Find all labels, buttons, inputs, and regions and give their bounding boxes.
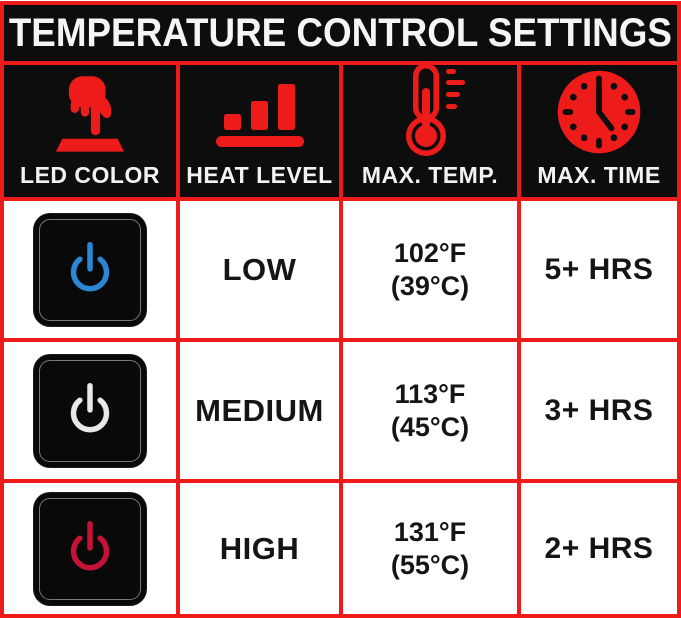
page-title: TEMPERATURE CONTROL SETTINGS (8, 10, 673, 55)
table-row-medium-time-cell: 3+ HRS (521, 342, 677, 479)
max-temp-fahrenheit: 113°F (394, 379, 466, 410)
table-row-medium-heat-cell: MEDIUM (180, 342, 339, 479)
header-label: MAX. TEMP. (361, 162, 499, 188)
table-row-high-led-cell (4, 483, 176, 614)
thermometer-icon (343, 60, 517, 160)
power-button-blue (34, 213, 146, 326)
table-row-low-temp-cell: 102°F (39°C) (343, 201, 517, 338)
power-button-white (34, 354, 146, 467)
heat-level-value: LOW (222, 251, 297, 287)
max-temp-fahrenheit: 102°F (393, 238, 467, 269)
table-row-high-heat-cell: HIGH (180, 483, 339, 614)
table-row-low-led-cell (4, 201, 176, 338)
header-heat-level: HEAT LEVEL (180, 65, 339, 197)
table-row-medium-temp-cell: 113°F (45°C) (343, 342, 517, 479)
press-hand-icon (4, 65, 176, 160)
power-button-red (34, 492, 146, 605)
header-max-temp: MAX. TEMP. (343, 63, 517, 197)
max-temp-celsius: (55°C) (390, 549, 470, 580)
max-time-value: 3+ HRS (544, 393, 654, 427)
header-label: HEAT LEVEL (186, 162, 333, 188)
power-icon (70, 241, 110, 291)
header-led-color: LED COLOR (4, 65, 176, 197)
max-temp-celsius: (45°C) (390, 411, 470, 442)
max-temp-celsius: (39°C) (390, 270, 470, 301)
max-time-value: 2+ HRS (544, 531, 654, 565)
heat-level-value: HIGH (219, 530, 300, 566)
table-row-low-time-cell: 5+ HRS (521, 201, 677, 338)
table-row-high-temp-cell: 131°F (55°C) (343, 483, 517, 614)
power-icon (70, 520, 110, 570)
heat-level-value: MEDIUM (195, 392, 324, 428)
clock-icon (521, 64, 677, 160)
header-label: LED COLOR (20, 162, 160, 188)
heat-bars-icon (180, 65, 339, 160)
table-row-high-time-cell: 2+ HRS (521, 483, 677, 614)
power-icon (70, 382, 110, 432)
max-time-value: 5+ HRS (544, 252, 654, 286)
header-label: MAX. TIME (537, 162, 661, 188)
table-row-low-heat-cell: LOW (180, 201, 339, 338)
table-row-medium-led-cell (4, 342, 176, 479)
table-title-bar: TEMPERATURE CONTROL SETTINGS (4, 5, 677, 61)
max-temp-fahrenheit: 131°F (393, 517, 467, 548)
header-max-time: MAX. TIME (521, 65, 677, 197)
